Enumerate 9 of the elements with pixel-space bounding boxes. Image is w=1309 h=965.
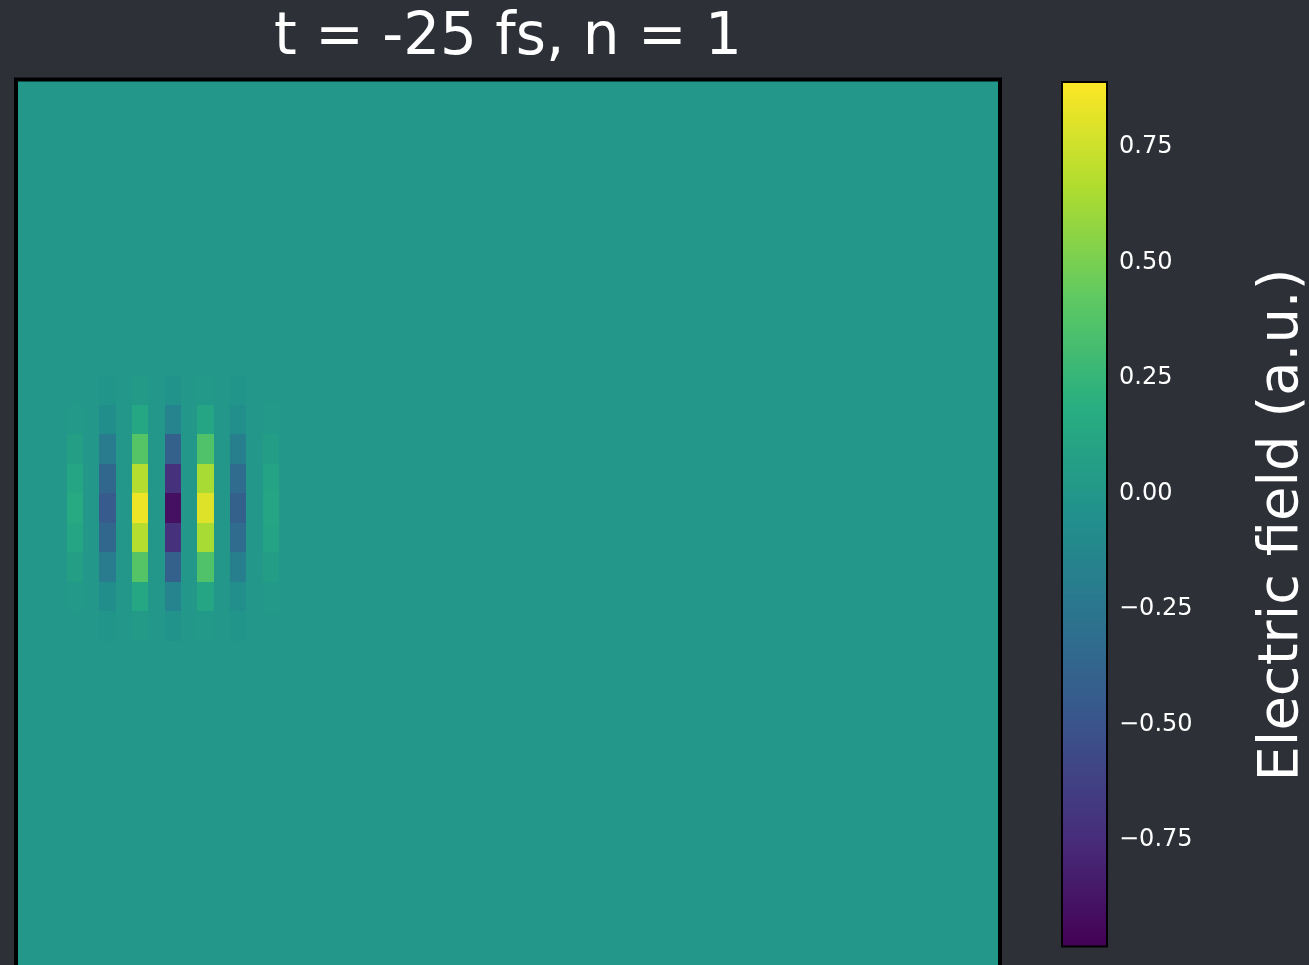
- color-bar-label: 0.75: [1119, 130, 1173, 159]
- color-bar-title: Electric field (a.u.): [1245, 268, 1309, 782]
- color-bar-label: 0.50: [1119, 246, 1173, 275]
- color-bar-label: 0.00: [1119, 477, 1173, 506]
- color-bar-label: 0.25: [1119, 362, 1173, 391]
- color-bar-label: −0.25: [1119, 593, 1193, 622]
- color-bar-label: −0.50: [1119, 708, 1193, 737]
- chart-title: t = -25 fs, n = 1: [273, 0, 743, 68]
- color-bar-label: −0.75: [1119, 824, 1193, 853]
